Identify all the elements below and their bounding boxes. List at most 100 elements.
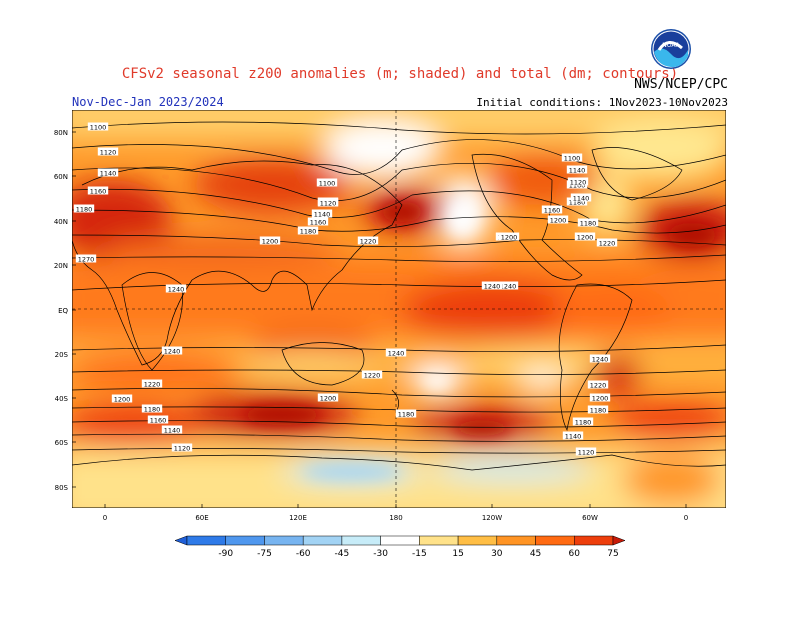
contour-label-bg	[73, 204, 95, 213]
contour-label: 1240	[500, 283, 517, 291]
lat-label: EQ	[58, 307, 68, 315]
contour-label-bg	[498, 232, 520, 241]
colorbar-box	[302, 535, 343, 546]
season-label: Nov-Dec-Jan 2023/2024	[72, 95, 224, 109]
lat-label: 40N	[54, 218, 68, 226]
contour-label: 1200	[577, 234, 594, 242]
contour-label: 1200	[501, 234, 518, 242]
contour-label: 1240	[388, 350, 405, 358]
contour-label: 1160	[310, 219, 327, 227]
lon-label: 60E	[195, 514, 208, 522]
contour-label: 1240	[164, 348, 181, 356]
contour-label: 1180	[144, 406, 161, 414]
contour-label: 1120	[570, 179, 587, 187]
contour-label: 1140	[565, 433, 582, 441]
contour-label-bg	[562, 431, 584, 440]
colorbar-label: -60	[296, 549, 311, 559]
contour-label: 1200	[592, 395, 609, 403]
contour-label-bg	[575, 447, 597, 456]
contour-label: 1180	[575, 419, 592, 427]
contour-label-bg	[317, 393, 339, 402]
lon-label: 0	[684, 514, 688, 522]
lon-label: 120W	[482, 514, 502, 522]
contour-label-bg	[589, 354, 611, 363]
colorbar-boxes	[175, 535, 625, 546]
contour-label-bg	[574, 232, 596, 241]
contour-label-bg	[587, 405, 609, 414]
contour-label: 1200	[262, 238, 279, 246]
contour-label: 1220	[144, 381, 161, 389]
contour-label-bg	[165, 284, 187, 293]
colorbar: -90-75-60-45-30-15153045607590	[175, 535, 625, 559]
contour-label: 1120	[100, 149, 117, 157]
noaa-logo-icon: NOAA	[651, 29, 691, 69]
contour-label-bg	[317, 198, 339, 207]
contour-label: 1100	[90, 124, 107, 132]
colorbar-label: -90	[218, 549, 233, 559]
colorbar-box	[419, 535, 459, 546]
colorbar-label: -75	[257, 549, 272, 559]
contour-label: 1140	[573, 195, 590, 203]
contour-label-bg	[87, 122, 109, 131]
contour-label: 1220	[590, 382, 607, 390]
colorbar-box	[535, 535, 575, 546]
contour-label: 1180	[590, 407, 607, 415]
contour-label-bg	[561, 153, 583, 162]
colorbar-box	[496, 535, 536, 546]
contour-label: 1160	[90, 188, 107, 196]
colorbar-box	[341, 535, 381, 546]
contour-label-bg	[577, 218, 599, 227]
contour-label-bg	[87, 186, 109, 195]
colorbar-label: 60	[569, 549, 581, 559]
contour-label-bg	[307, 217, 329, 226]
contour-label: 1120	[320, 200, 337, 208]
contour-label-bg	[316, 178, 338, 187]
contour-label: 1120	[174, 445, 191, 453]
contour-label: 1200	[550, 217, 567, 225]
contour-label-bg	[566, 165, 588, 174]
colorbar-box	[574, 535, 614, 546]
colorbar-labels: -90-75-60-45-30-15153045607590	[218, 549, 618, 559]
colorbar-label: -45	[335, 549, 350, 559]
colorbar-low-arrow	[175, 535, 188, 546]
anomaly-detail	[242, 200, 717, 479]
lon-label: 0	[103, 514, 107, 522]
contour-label: 1180	[300, 228, 317, 236]
contour-label-bg	[75, 254, 97, 263]
contour-label-bg	[587, 380, 609, 389]
contour-label-bg	[161, 425, 183, 434]
contour-label-bg	[141, 379, 163, 388]
contour-label: 1200	[320, 395, 337, 403]
contour-label: 1160	[150, 417, 167, 425]
contour-label: 1180	[398, 411, 415, 419]
colorbar-box	[186, 535, 226, 546]
lat-label: 60N	[54, 173, 68, 181]
contour-label-bg	[570, 193, 592, 202]
contour-label-bg	[97, 168, 119, 177]
contour-label: 1160	[544, 207, 561, 215]
colorbar-box	[225, 535, 265, 546]
contour-label: 1140	[100, 170, 117, 178]
lat-label: 80N	[54, 129, 68, 137]
contour-label-bg	[596, 238, 618, 247]
contour-label: 1220	[599, 240, 616, 248]
chart-title: CFSv2 seasonal z200 anomalies (m; shaded…	[121, 66, 679, 82]
contour-label: 1120	[578, 449, 595, 457]
contour-label-bg	[259, 236, 281, 245]
contour-label-bg	[311, 209, 333, 218]
contour-label-bg	[141, 404, 163, 413]
contour-label: 1220	[360, 238, 377, 246]
contour-label: 1140	[569, 167, 586, 175]
contour-label-bg	[589, 393, 611, 402]
contour-label-bg	[171, 443, 193, 452]
initial-conditions-label: Initial conditions: 1Nov2023-10Nov2023	[476, 96, 728, 109]
contour-label-bg	[547, 215, 569, 224]
colorbar-box	[264, 535, 304, 546]
contour-label: 1200	[114, 396, 131, 404]
lon-label: 120E	[289, 514, 307, 522]
contour-label-bg	[541, 205, 563, 214]
contour-label: 1240	[592, 356, 609, 364]
colorbar-label: -30	[373, 549, 388, 559]
